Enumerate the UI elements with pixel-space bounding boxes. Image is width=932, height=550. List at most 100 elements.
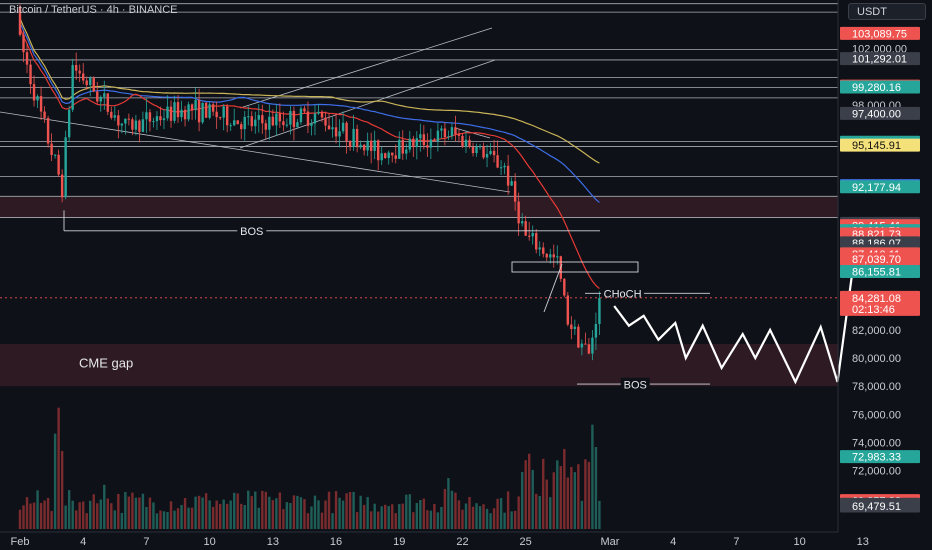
candle: [405, 149, 408, 154]
y-tick-label: 82,000.00: [852, 325, 901, 337]
volume-bar: [310, 506, 313, 529]
candle: [313, 113, 317, 124]
y-tick-label: 80,000.00: [852, 353, 901, 365]
volume-bar: [169, 501, 173, 529]
volume-bar: [517, 496, 520, 529]
volume-bar: [535, 493, 538, 529]
volume-bar: [331, 513, 334, 529]
volume-bar: [524, 460, 527, 529]
volume-bar: [359, 495, 362, 529]
candle: [380, 153, 383, 161]
volume-bar: [317, 500, 320, 529]
volume-bar: [391, 504, 394, 529]
price-label-box: [840, 52, 920, 66]
volume-bar: [71, 500, 74, 529]
volume-bar: [103, 484, 106, 529]
price-label: 69,479.51: [852, 501, 901, 513]
volume-bar: [278, 492, 282, 529]
volume-bar: [542, 458, 545, 529]
volume-bar: [587, 461, 591, 529]
volume-bar: [450, 490, 454, 529]
candle: [535, 233, 538, 250]
candle: [524, 221, 527, 236]
ma-fast-line: [19, 27, 600, 290]
volume-bar: [78, 502, 81, 529]
candle: [285, 124, 289, 126]
volume-bar: [306, 513, 310, 529]
volume-bar: [39, 502, 43, 529]
candle: [131, 119, 134, 130]
volume-bar: [22, 505, 25, 529]
volume-bar: [120, 512, 124, 529]
candle: [471, 146, 475, 154]
volume-bar: [43, 500, 46, 529]
volume-bar: [187, 507, 190, 529]
volume-bar: [271, 500, 275, 529]
candle: [229, 125, 232, 127]
candle: [155, 116, 159, 122]
range-box: [511, 261, 639, 273]
volume-bar: [127, 496, 131, 529]
candle: [78, 70, 81, 74]
volume-bar: [261, 490, 264, 529]
candle: [53, 154, 57, 156]
volume-bar: [471, 506, 475, 529]
price-label: 72,983.33: [852, 452, 901, 464]
candle: [520, 221, 524, 224]
volume-bar: [422, 498, 426, 529]
candle: [211, 104, 215, 112]
candle: [32, 84, 36, 101]
candle: [387, 152, 390, 159]
candle: [443, 128, 447, 138]
candle: [103, 93, 106, 97]
volume-bar: [384, 504, 387, 529]
candle: [457, 134, 461, 136]
candle: [447, 136, 450, 138]
volume-bar: [405, 494, 408, 529]
volume-bar: [141, 493, 145, 529]
candle: [394, 155, 397, 159]
candle: [591, 337, 594, 354]
candle: [408, 138, 411, 150]
candle: [324, 117, 327, 126]
volume-bar: [152, 502, 155, 529]
candle: [92, 77, 95, 92]
candle: [113, 115, 117, 118]
x-tick-label: 25: [520, 536, 532, 548]
x-tick-label: Feb: [11, 536, 30, 548]
x-tick-label: 4: [670, 536, 676, 548]
candle: [57, 154, 60, 175]
volume-bar: [475, 503, 478, 529]
volume-bar: [415, 503, 419, 529]
volume-bar: [408, 494, 411, 529]
x-tick-label: 22: [456, 536, 468, 548]
volume-bar: [366, 497, 369, 529]
candle: [60, 174, 64, 198]
candle: [152, 121, 155, 123]
currency-selector[interactable]: USDT: [848, 3, 926, 20]
candle: [563, 278, 566, 296]
volume-bar: [289, 503, 292, 529]
candle: [43, 111, 46, 119]
volume-bar: [159, 510, 162, 529]
volume-bar: [229, 500, 232, 529]
volume-bar: [138, 497, 141, 529]
volume-bar: [348, 491, 352, 529]
volume-bar: [113, 510, 117, 529]
volume-bar: [296, 495, 299, 529]
volume-bar: [492, 508, 496, 529]
volume-bar: [117, 493, 120, 529]
annotation-bg: [237, 223, 267, 237]
volume-bar: [376, 511, 380, 529]
candle: [531, 233, 534, 237]
volume-bar: [443, 488, 447, 529]
candle: [598, 297, 601, 325]
candle: [50, 143, 53, 156]
candle: [145, 112, 148, 120]
ma-mid-line: [19, 22, 600, 203]
candle: [454, 127, 457, 135]
volume-bar: [327, 491, 331, 529]
price-label-box: [840, 80, 920, 94]
